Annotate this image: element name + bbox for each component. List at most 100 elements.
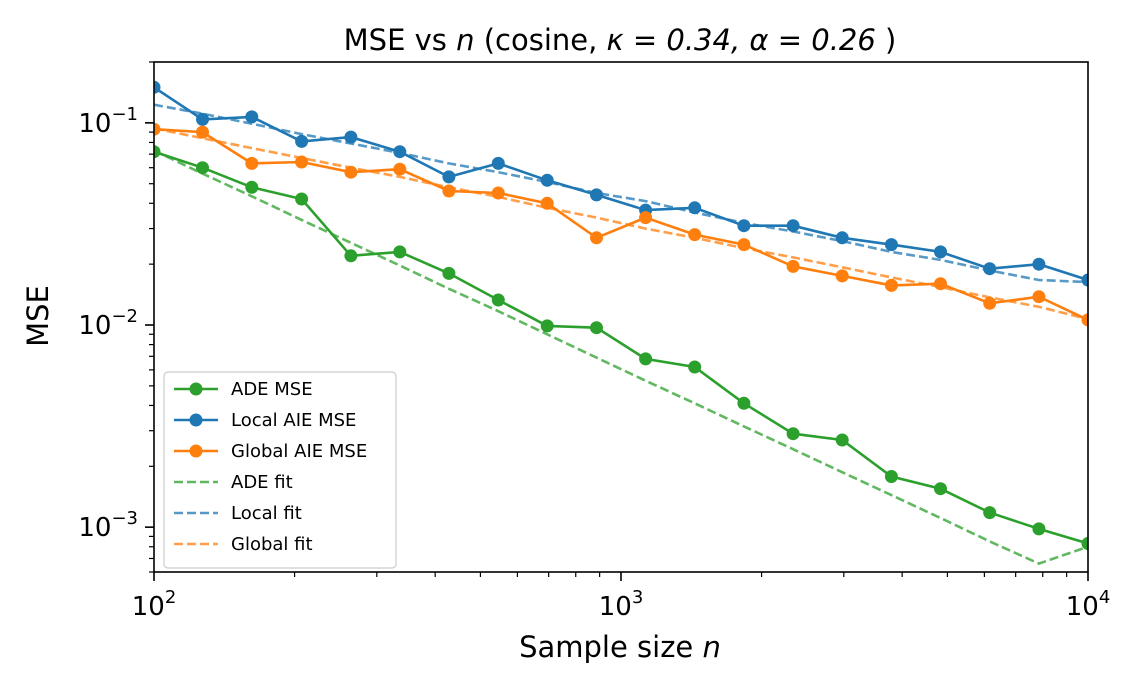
series-group — [154, 80, 1088, 565]
y-tick-label: 10−1 — [78, 104, 138, 139]
legend: ADE MSE Local AIE MSE Global AIE MSE ADE fi… — [163, 371, 397, 569]
y-tick-base: 10 — [78, 311, 111, 341]
data-point-ade-mse — [1081, 537, 1088, 550]
x-tick-base: 10 — [599, 592, 632, 622]
data-point-ade-mse — [442, 266, 456, 280]
data-point-local-aie-mse — [1032, 257, 1046, 271]
y-tick-label: 10−3 — [78, 508, 138, 543]
data-point-local-aie-mse — [344, 130, 358, 144]
series-line-global-fit — [154, 127, 1088, 321]
data-point-global-aie-mse — [639, 211, 653, 225]
y-tick-exponent: −2 — [111, 306, 138, 327]
data-point-local-aie-mse — [884, 238, 898, 252]
data-point-ade-mse — [295, 192, 309, 206]
y-tick-exponent: −3 — [111, 508, 138, 529]
data-point-global-aie-mse — [344, 165, 358, 179]
data-point-global-aie-mse — [590, 231, 603, 245]
data-point-ade-mse — [196, 161, 209, 175]
data-point-global-aie-mse — [196, 125, 209, 139]
x-tick-label: 103 — [599, 587, 644, 622]
data-point-ade-mse — [491, 293, 505, 307]
legend-label-global-aie-mse: Global AIE MSE — [231, 441, 367, 462]
y-tick-label: 10−2 — [78, 306, 138, 341]
data-point-global-aie-mse — [1081, 313, 1088, 327]
data-point-global-aie-mse — [835, 269, 849, 283]
data-point-local-aie-mse — [154, 80, 161, 94]
data-point-ade-mse — [786, 427, 800, 441]
data-point-local-aie-mse — [295, 134, 309, 148]
legend-label-ade-fit: ADE fit — [231, 472, 293, 493]
data-point-ade-mse — [639, 352, 653, 366]
data-point-ade-mse — [344, 249, 358, 263]
data-point-global-aie-mse — [884, 278, 898, 292]
x-tick-base: 10 — [1066, 592, 1099, 622]
x-tick-exponent: 2 — [165, 587, 176, 608]
data-point-ade-mse — [934, 482, 947, 496]
data-point-ade-mse — [835, 433, 849, 447]
series-line-ade-mse — [154, 150, 1088, 545]
series-line-global-aie-mse — [154, 127, 1088, 322]
data-point-local-aie-mse — [245, 110, 259, 124]
series-line-ade-fit — [154, 149, 1088, 565]
legend-label-local-fit: Local fit — [231, 503, 302, 524]
plot-area — [154, 80, 1088, 565]
data-point-local-aie-mse — [491, 156, 505, 170]
data-point-local-aie-mse — [590, 188, 603, 202]
y-tick-exponent: −1 — [111, 104, 138, 125]
data-point-global-aie-mse — [934, 277, 947, 291]
data-point-local-aie-mse — [835, 231, 849, 245]
x-tick-base: 10 — [132, 592, 165, 622]
data-point-global-aie-mse — [245, 156, 259, 170]
data-point-global-aie-mse — [737, 238, 751, 252]
data-point-ade-mse — [590, 321, 603, 335]
chart-title: MSE vs n (cosine, κ = 0.34, α = 0.26 ) — [344, 23, 897, 57]
series-line-local-aie-mse — [154, 86, 1088, 282]
data-point-ade-mse — [154, 145, 161, 159]
data-point-ade-mse — [688, 360, 702, 374]
data-point-global-aie-mse — [540, 196, 554, 210]
legend-box — [163, 371, 397, 569]
legend-marker-global-aie-mse — [189, 444, 203, 458]
legend-label-global-fit: Global fit — [231, 534, 313, 555]
data-point-global-aie-mse — [1032, 290, 1046, 304]
y-axis-title: MSE — [21, 285, 55, 347]
data-point-ade-mse — [245, 180, 259, 194]
data-point-global-aie-mse — [786, 259, 800, 273]
x-tick-label: 104 — [1066, 587, 1111, 622]
data-point-ade-mse — [884, 470, 898, 483]
data-point-local-aie-mse — [737, 219, 751, 233]
data-point-local-aie-mse — [786, 219, 800, 233]
legend-marker-local-aie-mse — [189, 413, 203, 427]
x-tick-label: 102 — [132, 587, 177, 622]
y-tick-base: 10 — [78, 109, 111, 139]
series-line-local-fit — [154, 103, 1088, 284]
y-tick-base: 10 — [78, 513, 111, 543]
data-point-local-aie-mse — [540, 173, 554, 187]
data-point-global-aie-mse — [442, 184, 456, 198]
data-point-ade-mse — [1032, 522, 1046, 536]
data-point-global-aie-mse — [983, 296, 997, 310]
data-point-local-aie-mse — [393, 145, 407, 159]
legend-marker-ade-mse — [189, 382, 203, 396]
x-tick-exponent: 4 — [1099, 587, 1110, 608]
data-point-global-aie-mse — [393, 162, 407, 176]
data-point-local-aie-mse — [442, 170, 456, 184]
x-tick-exponent: 3 — [632, 587, 643, 608]
data-point-global-aie-mse — [491, 186, 505, 200]
data-point-local-aie-mse — [934, 245, 947, 259]
data-point-ade-mse — [393, 245, 407, 259]
data-point-local-aie-mse — [688, 201, 702, 215]
data-point-global-aie-mse — [295, 155, 309, 169]
data-point-local-aie-mse — [983, 262, 997, 276]
data-point-local-aie-mse — [1081, 273, 1088, 287]
legend-label-ade-mse: ADE MSE — [231, 379, 313, 400]
legend-label-local-aie-mse: Local AIE MSE — [231, 410, 356, 431]
data-point-ade-mse — [540, 319, 554, 333]
data-point-ade-mse — [983, 506, 997, 520]
x-axis-title: Sample size n — [519, 630, 721, 664]
data-point-global-aie-mse — [154, 122, 161, 136]
data-point-global-aie-mse — [688, 228, 702, 242]
data-point-local-aie-mse — [196, 112, 209, 126]
